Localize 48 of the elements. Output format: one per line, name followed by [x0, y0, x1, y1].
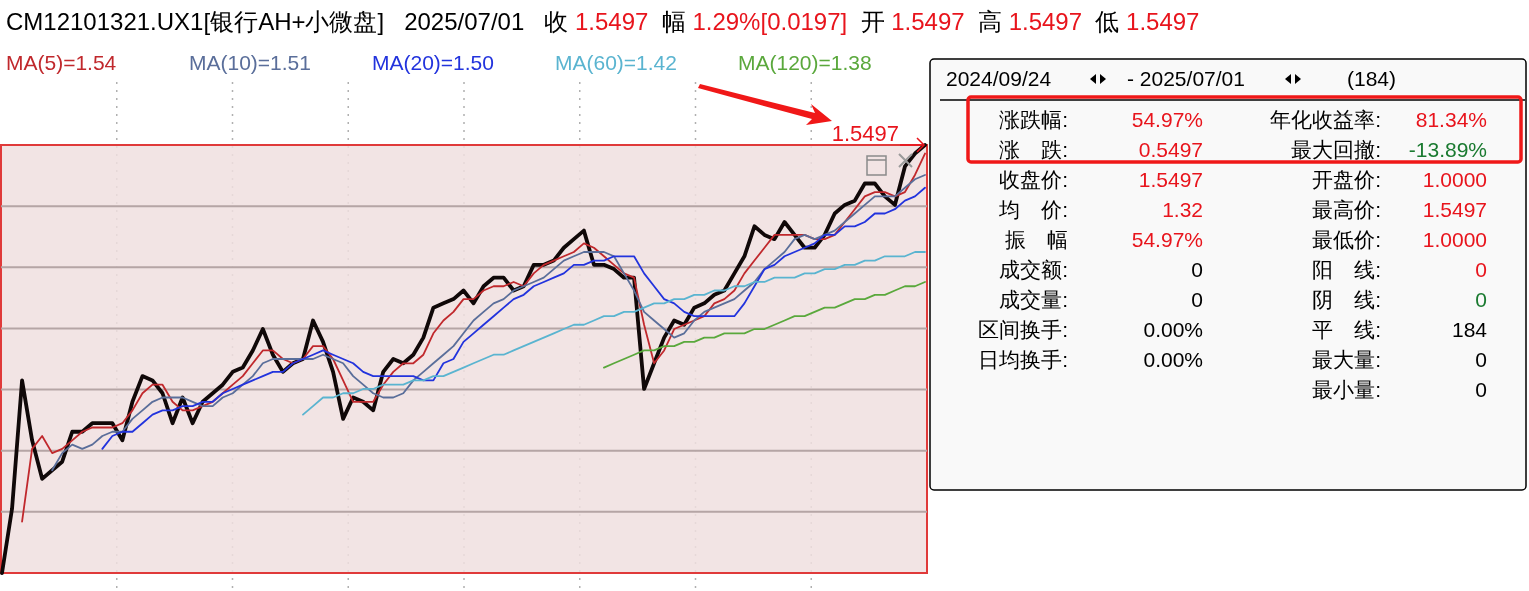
text: 涨跌幅: [999, 108, 1068, 131]
text: 最大回撤: [1291, 138, 1381, 161]
text: MA(60)=1.42 [555, 51, 677, 74]
text: 最高价: [1312, 198, 1381, 221]
text: 0 [1475, 258, 1487, 281]
text: 1.0000 [1422, 168, 1487, 191]
text: 均 价: [998, 198, 1068, 221]
text: 阳 线: [1312, 258, 1381, 281]
text: 振 幅 [1005, 228, 1068, 251]
text: 年化收益率: [1270, 108, 1381, 131]
annotation: 1.5497 [831, 121, 899, 146]
text: (184) [1347, 67, 1397, 90]
text: 0 [1191, 288, 1203, 311]
text: 日均换手: [978, 348, 1068, 371]
text: 收盘价: [999, 168, 1068, 191]
text: 0.00% [1143, 348, 1203, 371]
text: 2024/09/24 [946, 67, 1052, 90]
text: 涨 跌: [999, 138, 1068, 161]
text: 平 线: [1312, 318, 1381, 341]
text: 1.32 [1162, 198, 1203, 221]
chart-title: CM12101321.UX1[银行AH+小微盘] 2025/07/01 收 1.5497 幅 1.29%[0.0197] 开 1.5497 高 1.5497 低 1.5497 [6, 8, 1200, 35]
text: 0 [1475, 378, 1487, 401]
text: 54.97% [1131, 108, 1203, 131]
text: MA(5)=1.54 [6, 51, 117, 74]
text: 最大量: [1312, 348, 1381, 371]
text: 0 [1191, 258, 1203, 281]
text: 0 [1475, 348, 1487, 371]
text: 最低价: [1312, 228, 1381, 251]
text: -13.89% [1408, 138, 1487, 161]
text: MA(20)=1.50 [372, 51, 494, 74]
text: 0.5497 [1138, 138, 1203, 161]
text: 最小量: [1312, 378, 1381, 401]
text: 0 [1475, 288, 1487, 311]
text: 阴 线: [1312, 288, 1381, 311]
text: - 2025/07/01 [1127, 67, 1245, 90]
text: 54.97% [1131, 228, 1203, 251]
text: 成交额: [999, 258, 1068, 281]
text: 1.0000 [1422, 228, 1487, 251]
text: 1.5497 [1422, 198, 1487, 221]
text: 开盘价: [1312, 168, 1381, 191]
text: 184 [1451, 318, 1488, 341]
text: 0.00% [1143, 318, 1203, 341]
text: 1.5497 [1138, 168, 1203, 191]
text: MA(120)=1.38 [738, 51, 872, 74]
text: 区间换手: [978, 318, 1068, 341]
text: 成交量: [999, 288, 1068, 311]
text: 81.34% [1415, 108, 1487, 131]
text: MA(10)=1.51 [189, 51, 311, 74]
